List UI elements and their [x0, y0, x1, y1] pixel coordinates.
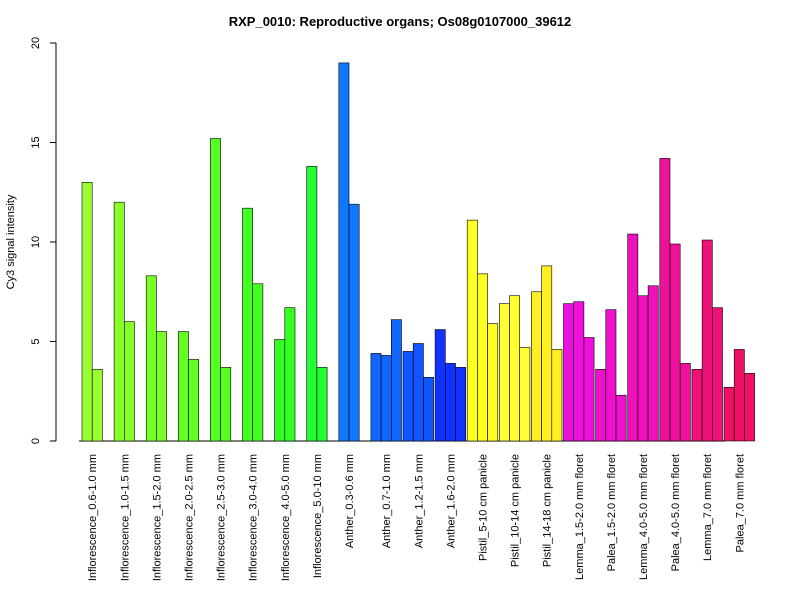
bar [583, 337, 595, 442]
x-category-label: Inflorescence_2.0-2.5 mm [184, 454, 196, 581]
y-tick-label: 5 [30, 338, 42, 344]
x-category-label: Anther_0.3-0.6 mm [344, 454, 356, 548]
x-category-label: Inflorescence_5.0-10 mm [312, 454, 324, 578]
bar [541, 265, 553, 442]
x-category-label: Pistil_10-14 cm panicle [510, 454, 522, 567]
bar [252, 283, 264, 442]
x-category-label: Lemma_7.0 mm floret [702, 454, 714, 561]
x-category-label: Inflorescence_3.0-4.0 mm [248, 454, 260, 581]
y-tick-label: 10 [30, 236, 42, 248]
bar [701, 239, 713, 442]
bar [455, 367, 466, 442]
bar [487, 323, 499, 442]
bar [733, 349, 745, 442]
bar [679, 363, 691, 442]
x-category-label: Palea_7.0 mm floret [734, 454, 746, 552]
x-category-label: Lemma_1.5-2.0 mm floret [574, 454, 586, 580]
bar [242, 207, 253, 442]
bar [423, 377, 434, 442]
bar [509, 295, 520, 442]
y-axis-label: Cy3 signal intensity [5, 194, 17, 289]
bar [402, 351, 414, 442]
bar [595, 369, 607, 442]
bar [531, 291, 542, 442]
bar [551, 349, 563, 442]
bar [573, 301, 585, 442]
bar [124, 321, 135, 442]
bar [145, 275, 157, 442]
bar [434, 329, 446, 442]
bar [412, 343, 424, 442]
bar [348, 203, 360, 442]
bar [370, 353, 382, 442]
bar [563, 303, 574, 442]
x-category-label: Pistil_5-10 cm panicle [478, 454, 490, 561]
bars [81, 62, 755, 442]
x-category-label: Lemma_4.0-5.0 mm floret [638, 454, 650, 580]
bar [723, 386, 735, 442]
bar [647, 285, 659, 442]
bar [390, 319, 402, 442]
bar [627, 233, 639, 442]
bar [306, 166, 318, 442]
x-category-label: Palea_4.0-5.0 mm floret [670, 454, 682, 571]
y-tick-label: 15 [30, 136, 42, 148]
bar [519, 347, 531, 442]
bar [691, 369, 703, 442]
x-category-label: Anther_1.6-2.0 mm [445, 454, 457, 548]
x-category-label: Anther_0.7-1.0 mm [381, 454, 393, 548]
bar [91, 369, 103, 442]
x-category-label: Inflorescence_4.0-5.0 mm [280, 454, 292, 581]
bar [156, 331, 167, 442]
bar [659, 158, 671, 442]
x-category-label: Inflorescence_0.6-1.0 mm [87, 454, 99, 581]
bar [274, 339, 286, 442]
chart-title: RXP_0010: Reproductive organs; Os08g0107… [229, 14, 572, 29]
bar [477, 273, 488, 442]
x-category-label: Pistil_14-18 cm panicle [542, 454, 554, 567]
y-tick-label: 20 [30, 37, 42, 49]
bar [466, 219, 478, 442]
x-category-label: Inflorescence_1.0-1.5 mm [119, 454, 131, 581]
bar [210, 138, 221, 442]
bar [380, 355, 392, 442]
x-category-label: Palea_1.5-2.0 mm floret [606, 454, 618, 571]
bar [605, 309, 617, 442]
bar [113, 201, 125, 442]
bar [498, 303, 510, 442]
x-category-label: Anther_1.2-1.5 mm [413, 454, 425, 548]
bar [637, 295, 649, 442]
bar [444, 363, 456, 442]
bar [711, 307, 723, 442]
bar [220, 367, 232, 442]
bar [744, 373, 755, 442]
bar [188, 359, 199, 442]
y-tick-label: 0 [30, 438, 42, 444]
category-labels: Inflorescence_0.6-1.0 mm Inflorescence_1.… [87, 454, 746, 581]
x-category-label: Inflorescence_2.5-3.0 mm [216, 454, 228, 581]
x-category-label: Inflorescence_1.5-2.0 mm [151, 454, 163, 581]
bar [615, 394, 627, 442]
bar [178, 331, 189, 442]
bar [316, 367, 328, 442]
bar [338, 62, 350, 442]
bar [284, 307, 296, 442]
bar [81, 182, 93, 442]
bar [669, 243, 681, 442]
